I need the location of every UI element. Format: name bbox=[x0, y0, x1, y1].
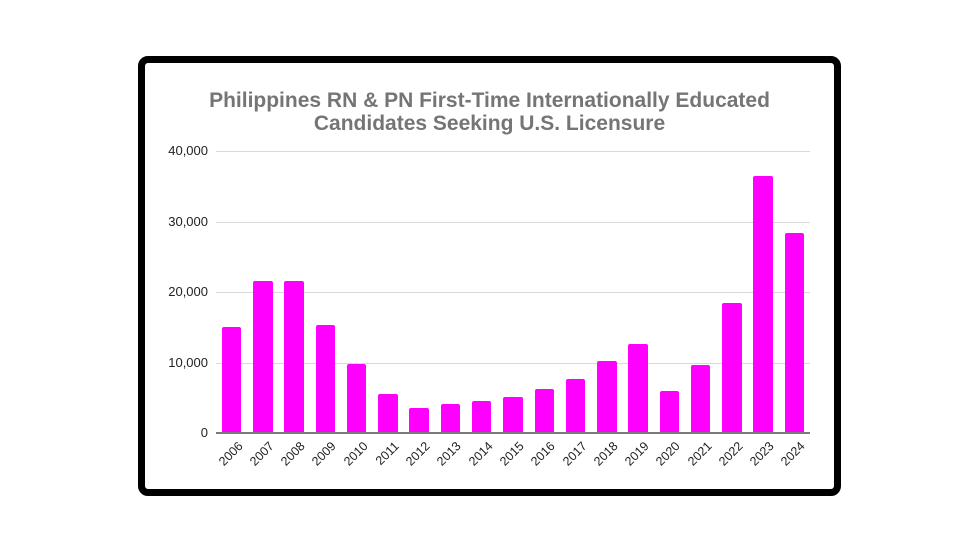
bar-2017 bbox=[565, 378, 586, 433]
bar-2013 bbox=[440, 404, 461, 433]
x-tick-label: 2021 bbox=[684, 439, 715, 469]
y-tick-label: 20,000 bbox=[168, 284, 208, 299]
x-tick-label: 2011 bbox=[372, 439, 402, 468]
bar-2007 bbox=[253, 281, 273, 433]
bar-2012 bbox=[409, 408, 429, 433]
bar-2023 bbox=[753, 176, 773, 433]
x-tick-label: 2006 bbox=[215, 439, 246, 469]
gridline bbox=[216, 292, 810, 293]
x-tick-label: 2017 bbox=[559, 439, 590, 469]
bar-2018 bbox=[597, 361, 617, 433]
y-tick-label: 40,000 bbox=[168, 143, 208, 158]
bar-2016 bbox=[534, 388, 554, 433]
bar-2022 bbox=[722, 302, 742, 433]
x-tick-label: 2010 bbox=[340, 439, 371, 469]
bar-2014 bbox=[471, 401, 492, 433]
bar-2011 bbox=[378, 394, 398, 433]
gridline bbox=[216, 362, 810, 364]
x-tick-label: 2008 bbox=[278, 439, 308, 469]
x-tick-label: 2013 bbox=[434, 439, 465, 469]
x-tick-label: 2014 bbox=[465, 439, 496, 469]
y-tick-label: 10,000 bbox=[168, 354, 208, 370]
chart-title: Philippines RN & PN First-Time Internati… bbox=[145, 89, 834, 135]
bar-2024 bbox=[784, 233, 805, 433]
chart-title-line-2: Candidates Seeking U.S. Licensure bbox=[313, 112, 666, 135]
gridline bbox=[216, 221, 810, 223]
chart-frame: Philippines RN & PN First-Time Internati… bbox=[138, 56, 841, 496]
x-tick-label: 2019 bbox=[622, 439, 652, 469]
x-axis-line bbox=[216, 432, 810, 434]
x-tick-label: 2009 bbox=[309, 439, 340, 469]
plot-area: 0 10,000 20,000 30,000 40,000 2006 2007 2008 200… bbox=[145, 63, 834, 489]
x-tick-label: 2018 bbox=[590, 439, 621, 469]
gridline bbox=[216, 151, 810, 152]
bar-2020 bbox=[659, 391, 680, 433]
bar-2010 bbox=[346, 364, 367, 433]
bar-2015 bbox=[503, 396, 523, 433]
chart-title-line-1: Philippines RN & PN First-Time Internati… bbox=[209, 89, 770, 112]
bar-2019 bbox=[628, 344, 648, 433]
bar-2008 bbox=[284, 281, 304, 433]
bar-2021 bbox=[690, 364, 711, 433]
x-tick-label: 2024 bbox=[778, 439, 809, 469]
x-tick-label: 2023 bbox=[747, 439, 777, 469]
y-tick-label: 30,000 bbox=[168, 213, 208, 229]
y-tick-label: 0 bbox=[200, 425, 208, 440]
x-tick-label: 2012 bbox=[403, 439, 433, 469]
x-tick-label: 2007 bbox=[247, 439, 277, 469]
bar-2006 bbox=[221, 326, 242, 433]
x-tick-label: 2022 bbox=[715, 439, 746, 469]
x-tick-label: 2015 bbox=[497, 439, 527, 469]
bar-2009 bbox=[315, 325, 336, 433]
x-tick-label: 2016 bbox=[528, 439, 558, 469]
x-tick-label: 2020 bbox=[653, 439, 684, 469]
